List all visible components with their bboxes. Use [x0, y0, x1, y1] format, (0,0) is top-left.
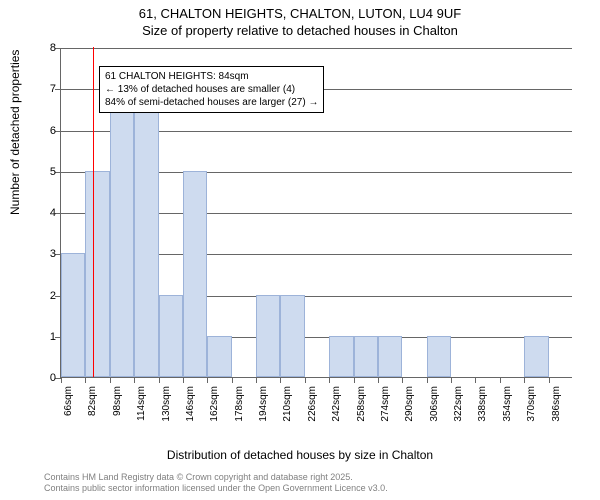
- y-tick-label: 5: [50, 166, 56, 178]
- y-tick-label: 2: [50, 290, 56, 302]
- x-tick: [305, 377, 306, 383]
- x-tick: [183, 377, 184, 383]
- x-tick-label: 82sqm: [87, 386, 98, 416]
- footnote-line1: Contains HM Land Registry data © Crown c…: [44, 472, 388, 483]
- histogram-bar: [280, 295, 304, 378]
- y-tick-label: 0: [50, 372, 56, 384]
- x-tick-label: 322sqm: [453, 386, 464, 422]
- x-tick-label: 290sqm: [404, 386, 415, 422]
- x-tick: [451, 377, 452, 383]
- y-tick-label: 8: [50, 42, 56, 54]
- x-tick-label: 194sqm: [258, 386, 269, 422]
- x-tick-label: 146sqm: [185, 386, 196, 422]
- x-tick: [159, 377, 160, 383]
- x-tick-label: 274sqm: [380, 386, 391, 422]
- y-tick-label: 4: [50, 207, 56, 219]
- y-tick-label: 1: [50, 331, 56, 343]
- x-tick-label: 386sqm: [551, 386, 562, 422]
- x-axis-label: Distribution of detached houses by size …: [0, 448, 600, 462]
- x-tick: [549, 377, 550, 383]
- histogram-bar: [134, 88, 158, 377]
- x-tick-label: 98sqm: [112, 386, 123, 416]
- histogram-bar: [159, 295, 183, 378]
- histogram-bar: [85, 171, 109, 377]
- x-tick: [232, 377, 233, 383]
- histogram-bar: [427, 336, 451, 377]
- x-tick: [329, 377, 330, 383]
- x-tick: [500, 377, 501, 383]
- x-tick: [256, 377, 257, 383]
- x-tick-label: 178sqm: [234, 386, 245, 422]
- x-tick-label: 258sqm: [356, 386, 367, 422]
- histogram-bar: [354, 336, 378, 377]
- x-tick-label: 354sqm: [502, 386, 513, 422]
- x-tick-label: 242sqm: [331, 386, 342, 422]
- y-tick-label: 7: [50, 83, 56, 95]
- x-tick: [207, 377, 208, 383]
- footnote-line2: Contains public sector information licen…: [44, 483, 388, 494]
- x-tick: [85, 377, 86, 383]
- x-tick: [280, 377, 281, 383]
- x-tick: [134, 377, 135, 383]
- x-tick: [61, 377, 62, 383]
- histogram-bar: [524, 336, 548, 377]
- histogram-bar: [378, 336, 402, 377]
- footnote: Contains HM Land Registry data © Crown c…: [44, 472, 388, 495]
- page-title-line2: Size of property relative to detached ho…: [0, 23, 600, 40]
- x-tick: [475, 377, 476, 383]
- histogram-bar: [61, 253, 85, 377]
- x-tick-label: 210sqm: [282, 386, 293, 422]
- annotation-line2: ← 13% of detached houses are smaller (4): [105, 83, 318, 96]
- plot-area: 61 CHALTON HEIGHTS: 84sqm ← 13% of detac…: [60, 48, 572, 378]
- page-title-line1: 61, CHALTON HEIGHTS, CHALTON, LUTON, LU4…: [0, 6, 600, 23]
- x-tick-label: 162sqm: [209, 386, 220, 422]
- x-tick-label: 226sqm: [307, 386, 318, 422]
- reference-line: [93, 47, 94, 377]
- y-tick-label: 6: [50, 125, 56, 137]
- y-axis-label: Number of detached properties: [8, 50, 22, 215]
- histogram-bar: [256, 295, 280, 378]
- histogram-bar: [207, 336, 231, 377]
- x-tick-label: 338sqm: [477, 386, 488, 422]
- x-tick: [354, 377, 355, 383]
- x-tick: [402, 377, 403, 383]
- x-tick-label: 114sqm: [136, 386, 147, 421]
- histogram-bar: [110, 88, 134, 377]
- x-tick: [110, 377, 111, 383]
- histogram-chart: 61 CHALTON HEIGHTS: 84sqm ← 13% of detac…: [38, 48, 572, 408]
- gridline: [61, 48, 572, 49]
- annotation-box: 61 CHALTON HEIGHTS: 84sqm ← 13% of detac…: [99, 66, 324, 113]
- histogram-bar: [183, 171, 207, 377]
- x-tick-label: 306sqm: [429, 386, 440, 422]
- annotation-line1: 61 CHALTON HEIGHTS: 84sqm: [105, 70, 318, 83]
- x-tick-label: 66sqm: [63, 386, 74, 416]
- x-tick-label: 370sqm: [526, 386, 537, 422]
- x-tick: [378, 377, 379, 383]
- x-tick: [524, 377, 525, 383]
- y-tick-label: 3: [50, 248, 56, 260]
- histogram-bar: [329, 336, 353, 377]
- x-tick: [427, 377, 428, 383]
- x-tick-label: 130sqm: [161, 386, 172, 422]
- annotation-line3: 84% of semi-detached houses are larger (…: [105, 96, 318, 109]
